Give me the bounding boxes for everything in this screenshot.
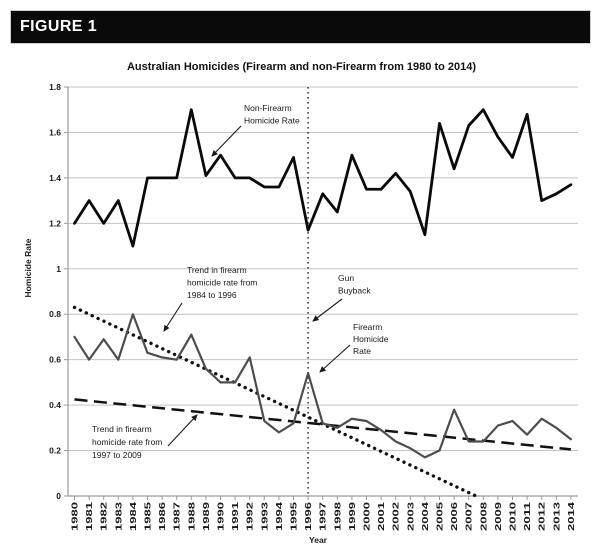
x-tick-label: 1987 [173, 501, 182, 531]
x-tick-label: 1981 [85, 501, 94, 531]
y-tick-label: 0 [56, 491, 61, 501]
x-tick-label: 2001 [377, 501, 386, 531]
figure-label: FIGURE 1 [20, 18, 97, 35]
figure-banner: FIGURE 1 [10, 10, 591, 44]
x-tick-label: 1996 [304, 501, 313, 531]
firearm-series-line [73, 313, 573, 459]
annotation-arrow-firearm-label [319, 344, 351, 373]
x-tick-label: 1985 [144, 501, 153, 531]
annotation-trend-1997-2009-label: Trend in firearm homicide rate from 1997 t… [92, 424, 162, 460]
y-tick-label: 1.2 [49, 218, 61, 228]
x-tick-label: 1984 [129, 501, 138, 531]
x-tick-label: 1990 [217, 501, 226, 531]
y-axis-title: Homicide Rate [23, 238, 33, 297]
x-tick-label: 1993 [260, 501, 269, 531]
x-tick-label: 2006 [450, 501, 459, 531]
x-tick-label: 1995 [290, 501, 299, 531]
x-tick-label: 1992 [246, 501, 255, 531]
annotation-arrow-trend-1984-1996-label [163, 302, 183, 332]
x-tick-label: 1989 [202, 501, 211, 531]
x-tick-label: 1983 [114, 501, 123, 531]
trend-line-trend-1984-1996 [72, 305, 478, 498]
x-tick-label: 2012 [538, 501, 547, 531]
x-axis-title: Year [309, 535, 328, 545]
y-tick-label: 1 [56, 264, 61, 274]
y-tick-label: 1.6 [49, 127, 61, 137]
x-tick-label: 2009 [494, 501, 503, 531]
x-tick-label: 1980 [71, 501, 80, 531]
x-tick-label: 1998 [333, 501, 342, 531]
y-tick-label: 0.8 [49, 309, 61, 319]
x-tick-label: 1994 [275, 501, 284, 531]
annotation-trend-1984-1996-label: Trend in firearm homicide rate from 1984 t… [187, 265, 257, 300]
x-tick-label: 1997 [319, 501, 328, 531]
x-tick-label: 2013 [552, 501, 561, 531]
x-tick-label: 2004 [421, 501, 430, 531]
x-tick-label: 2000 [363, 501, 372, 531]
annotation-arrow-gun-buyback-label [312, 298, 343, 322]
chart-title: Australian Homicides (Firearm and non-Fi… [126, 61, 477, 73]
y-tick-label: 1.8 [49, 82, 61, 92]
annotation-firearm-label: Firearm Homicide Rate [353, 322, 389, 356]
x-tick-label: 1986 [158, 501, 167, 531]
non-firearm-series-line [73, 108, 573, 248]
x-tick-label: 2007 [465, 501, 474, 531]
x-tick-label: 2003 [406, 501, 415, 531]
x-tick-label: 1988 [187, 501, 196, 531]
x-tick-label: 2005 [436, 501, 445, 531]
y-tick-label: 0.6 [49, 355, 61, 365]
annotation-non-firearm-label: Non-Firearm Homicide Rate [244, 103, 300, 126]
x-tick-label: 1999 [348, 501, 357, 531]
x-tick-label: 2010 [509, 501, 518, 531]
x-tick-label: 2014 [567, 501, 576, 531]
x-tick-label: 2008 [479, 501, 488, 531]
x-tick-label: 1991 [231, 501, 240, 531]
trend-line-trend-1997-2009 [74, 398, 572, 451]
annotation-gun-buyback-label: Gun Buyback [338, 273, 371, 296]
y-tick-label: 1.4 [49, 173, 61, 183]
annotation-arrow-trend-1997-2009-label [167, 414, 198, 447]
x-tick-label: 1982 [100, 501, 109, 531]
x-tick-label: 2002 [392, 501, 401, 531]
y-tick-label: 0.2 [49, 446, 61, 456]
y-tick-label: 0.4 [49, 400, 61, 410]
x-tick-label: 2011 [523, 501, 532, 531]
annotation-arrow-non-firearm-label [211, 125, 242, 157]
